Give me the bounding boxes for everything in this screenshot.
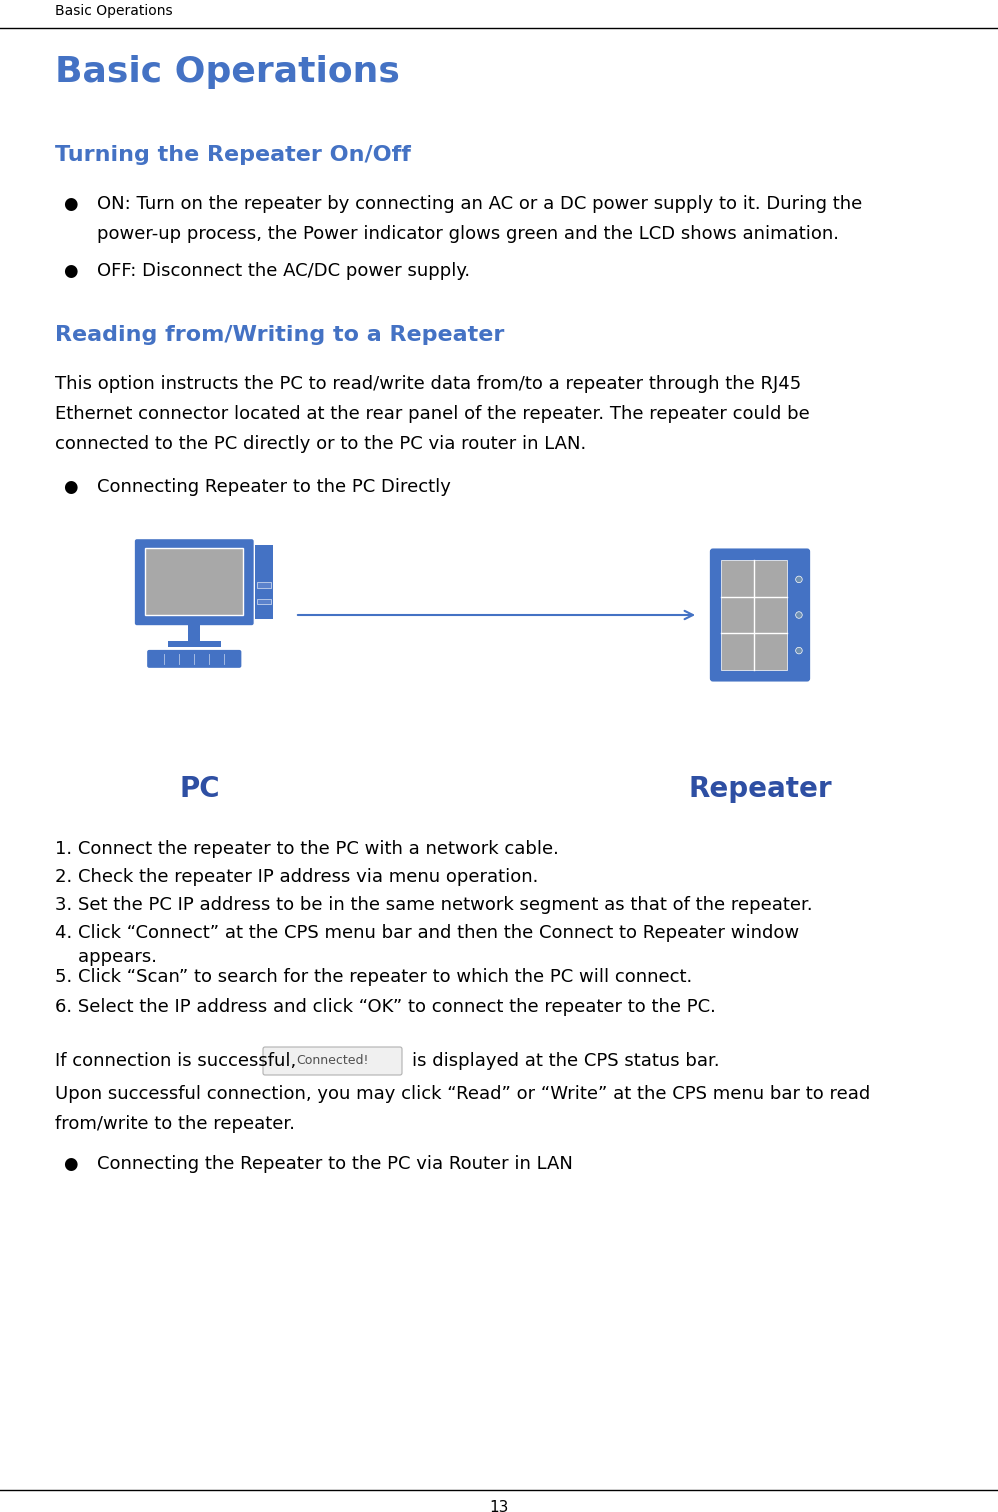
Text: ●: ● <box>63 195 78 213</box>
Text: Basic Operations: Basic Operations <box>55 5 173 18</box>
Text: Connecting the Repeater to the PC via Router in LAN: Connecting the Repeater to the PC via Ro… <box>97 1155 573 1173</box>
Bar <box>257 599 270 605</box>
Text: Connected!: Connected! <box>296 1054 368 1067</box>
Text: OFF: Disconnect the AC/DC power supply.: OFF: Disconnect the AC/DC power supply. <box>97 262 470 280</box>
Bar <box>257 582 270 588</box>
Text: Turning the Repeater On/Off: Turning the Repeater On/Off <box>55 145 411 165</box>
Text: 5. Click “Scan” to search for the repeater to which the PC will connect.: 5. Click “Scan” to search for the repeat… <box>55 968 693 986</box>
Bar <box>254 546 273 618</box>
Circle shape <box>795 612 802 618</box>
Text: Ethernet connector located at the rear panel of the repeater. The repeater could: Ethernet connector located at the rear p… <box>55 405 809 423</box>
Circle shape <box>795 576 802 582</box>
Text: Reading from/Writing to a Repeater: Reading from/Writing to a Repeater <box>55 325 504 345</box>
Text: ●: ● <box>63 1155 78 1173</box>
Text: Repeater: Repeater <box>689 776 831 803</box>
Bar <box>145 547 244 615</box>
Bar <box>721 559 786 670</box>
Bar <box>168 641 221 647</box>
Text: Basic Operations: Basic Operations <box>55 54 400 89</box>
Text: 6. Select the IP address and click “OK” to connect the repeater to the PC.: 6. Select the IP address and click “OK” … <box>55 998 716 1016</box>
Text: Upon successful connection, you may click “Read” or “Write” at the CPS menu bar : Upon successful connection, you may clic… <box>55 1086 870 1102</box>
FancyBboxPatch shape <box>263 1046 402 1075</box>
Text: connected to the PC directly or to the PC via router in LAN.: connected to the PC directly or to the P… <box>55 435 586 454</box>
FancyBboxPatch shape <box>135 540 253 624</box>
FancyBboxPatch shape <box>710 549 810 682</box>
Circle shape <box>795 647 802 653</box>
Text: ●: ● <box>63 478 78 496</box>
Text: This option instructs the PC to read/write data from/to a repeater through the R: This option instructs the PC to read/wri… <box>55 375 801 393</box>
Text: from/write to the repeater.: from/write to the repeater. <box>55 1114 295 1132</box>
Text: If connection is successful,: If connection is successful, <box>55 1052 296 1070</box>
FancyBboxPatch shape <box>147 650 242 668</box>
Text: ON: Turn on the repeater by connecting an AC or a DC power supply to it. During : ON: Turn on the repeater by connecting a… <box>97 195 862 213</box>
Text: 2. Check the repeater IP address via menu operation.: 2. Check the repeater IP address via men… <box>55 868 538 886</box>
Text: 4. Click “Connect” at the CPS menu bar and then the Connect to Repeater window
 : 4. Click “Connect” at the CPS menu bar a… <box>55 924 799 966</box>
Text: 1. Connect the repeater to the PC with a network cable.: 1. Connect the repeater to the PC with a… <box>55 841 559 857</box>
Text: 13: 13 <box>489 1500 509 1512</box>
Text: PC: PC <box>180 776 221 803</box>
Text: ●: ● <box>63 262 78 280</box>
Text: is displayed at the CPS status bar.: is displayed at the CPS status bar. <box>412 1052 720 1070</box>
Bar <box>188 623 201 641</box>
Text: power-up process, the Power indicator glows green and the LCD shows animation.: power-up process, the Power indicator gl… <box>97 225 839 243</box>
Text: 3. Set the PC IP address to be in the same network segment as that of the repeat: 3. Set the PC IP address to be in the sa… <box>55 897 812 913</box>
Text: Connecting Repeater to the PC Directly: Connecting Repeater to the PC Directly <box>97 478 451 496</box>
